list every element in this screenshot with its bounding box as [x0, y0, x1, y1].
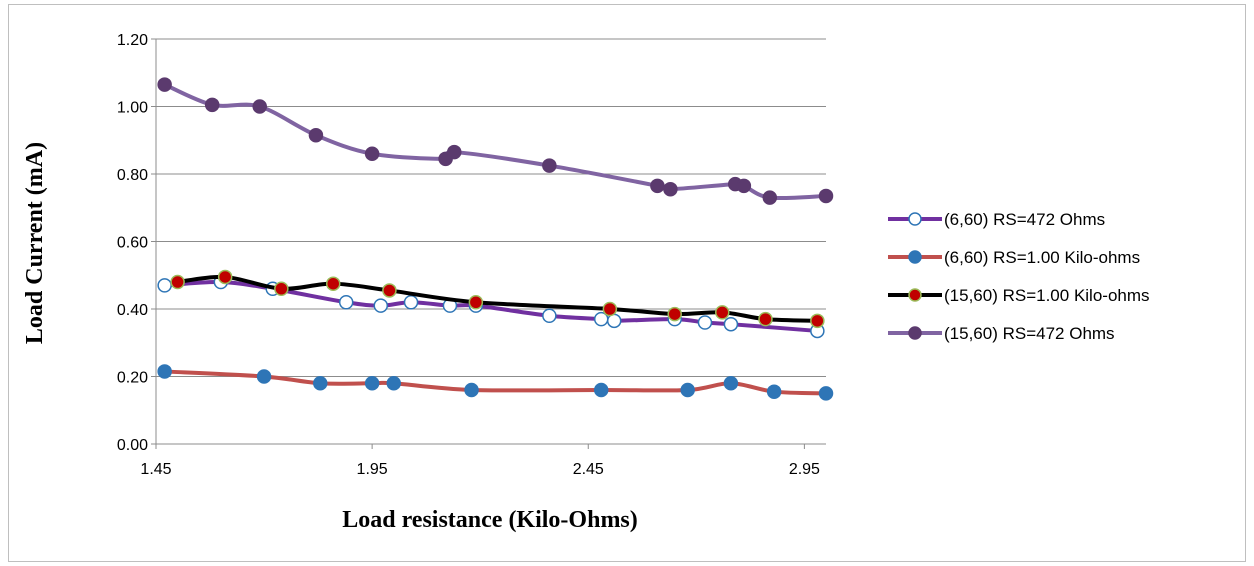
data-point: [382, 283, 397, 298]
data-point: [593, 382, 609, 398]
data-point: [542, 308, 557, 323]
data-point: [468, 295, 484, 310]
data-point: [325, 276, 341, 291]
data-point: [736, 178, 752, 194]
x-tick-label: 2.95: [789, 461, 820, 478]
axes: [151, 38, 826, 449]
data-point: [667, 306, 682, 322]
data-point: [157, 278, 172, 293]
y-tick-labels: 0.00 0.20 0.40 0.60 0.80 1.00 1.20: [117, 32, 148, 454]
series-4: [157, 77, 834, 205]
y-tick-label: 0.40: [117, 302, 148, 319]
data-point: [256, 369, 272, 384]
legend-swatch-marker: [908, 250, 922, 264]
data-point: [157, 77, 172, 92]
y-tick-label: 0.00: [117, 437, 148, 454]
x-tick-labels: 1.45 1.95 2.45 2.95: [140, 461, 820, 478]
data-point: [170, 274, 185, 290]
data-point: [157, 364, 172, 379]
series-2: [157, 364, 834, 401]
data-point: [204, 97, 220, 113]
series-3: [170, 269, 825, 329]
y-tick-label: 1.20: [117, 32, 148, 49]
legend-label: (15,60) RS=472 Ohms: [944, 324, 1115, 343]
data-point: [723, 316, 739, 332]
data-point: [313, 376, 328, 391]
data-point: [680, 382, 695, 398]
legend-swatch-marker: [908, 288, 922, 302]
data-point: [386, 376, 401, 391]
legend-swatch-marker: [908, 326, 922, 340]
x-tick-label: 1.95: [357, 461, 388, 478]
data-point: [818, 188, 834, 204]
legend-item: (15,60) RS=1.00 Kilo-ohms: [888, 286, 1150, 305]
legend-swatch-marker: [908, 212, 922, 226]
data-point: [308, 127, 324, 143]
data-point: [364, 146, 380, 161]
data-point: [697, 315, 713, 330]
x-tick-label: 1.45: [140, 461, 171, 478]
legend-item: (15,60) RS=472 Ohms: [888, 324, 1115, 343]
data-point: [766, 384, 782, 399]
data-point: [762, 190, 778, 205]
data-point: [810, 313, 825, 329]
data-point: [650, 178, 665, 194]
legend-label: (6,60) RS=1.00 Kilo-ohms: [944, 248, 1140, 267]
data-point: [274, 281, 289, 296]
y-tick-label: 0.60: [117, 235, 148, 252]
y-tick-label: 0.80: [117, 167, 148, 184]
legend-item: (6,60) RS=472 Ohms: [888, 210, 1105, 229]
data-point: [602, 301, 618, 317]
data-point: [338, 295, 354, 310]
legend: (6,60) RS=472 Ohms (6,60) RS=1.00 Kilo-oh…: [888, 210, 1150, 343]
data-point: [217, 269, 233, 285]
data-point: [542, 158, 557, 173]
data-point: [758, 311, 773, 327]
x-tick-label: 2.45: [573, 461, 604, 478]
data-point: [364, 376, 380, 391]
data-point: [373, 298, 389, 313]
legend-label: (6,60) RS=472 Ohms: [944, 210, 1105, 229]
legend-label: (15,60) RS=1.00 Kilo-ohms: [944, 286, 1150, 305]
data-point: [663, 181, 678, 197]
data-point: [464, 382, 479, 398]
data-point: [818, 386, 834, 401]
data-point: [403, 295, 419, 310]
y-tick-label: 0.20: [117, 370, 148, 387]
series-group: [157, 77, 834, 401]
x-axis-title: Load resistance (Kilo-Ohms): [342, 507, 638, 533]
y-tick-label: 1.00: [117, 100, 148, 117]
data-point: [723, 376, 739, 391]
data-point: [447, 144, 462, 160]
y-axis-title: Load Current (mA): [22, 142, 48, 344]
data-point: [715, 305, 730, 320]
data-point: [252, 99, 267, 114]
data-point: [606, 313, 622, 329]
legend-item: (6,60) RS=1.00 Kilo-ohms: [888, 248, 1140, 267]
